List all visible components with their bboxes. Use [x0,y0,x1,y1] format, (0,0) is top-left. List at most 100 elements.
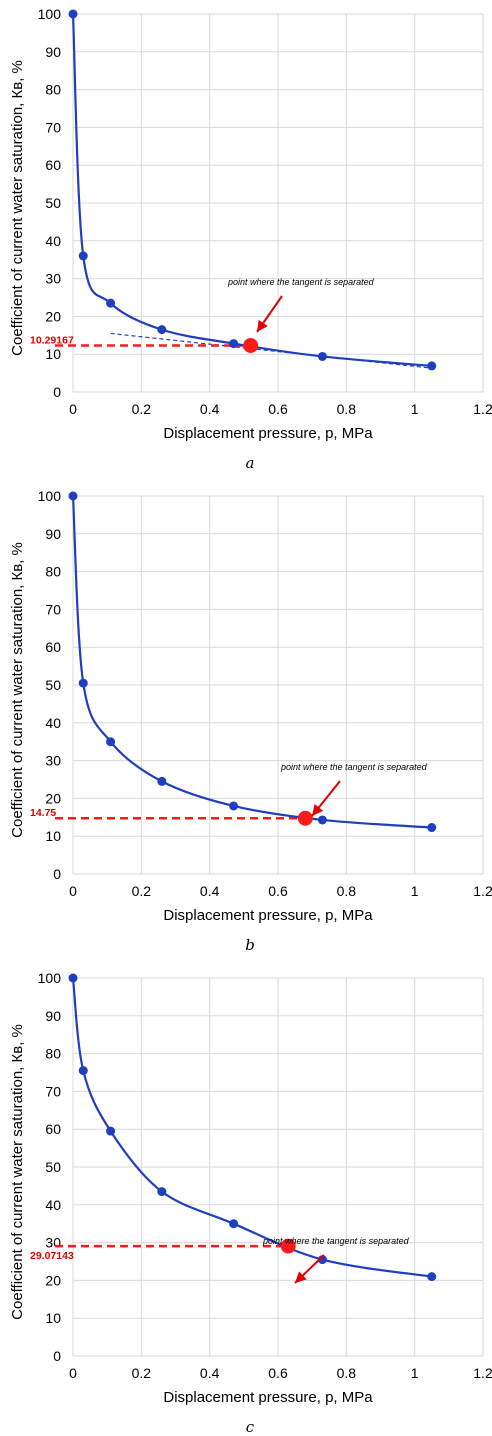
y-tick-label-c-3: 30 [45,1235,61,1251]
y-tick-label-a-0: 0 [53,384,61,400]
y-tick-label-b-9: 90 [45,526,61,542]
y-tick-label-b-6: 60 [45,639,61,655]
y-tick-label-b-3: 30 [45,753,61,769]
y-tick-label-b-2: 20 [45,790,61,806]
y-tick-label-b-7: 70 [45,601,61,617]
x-tick-label-c-1: 0.2 [132,1365,152,1381]
y-tick-label-b-0: 0 [53,866,61,882]
data-point-a-6 [427,361,437,371]
data-point-a-3 [157,325,167,335]
y-tick-label-c-4: 40 [45,1197,61,1213]
x-tick-label-b-5: 1 [411,883,419,899]
y-tick-label-c-1: 10 [45,1310,61,1326]
separation-point-a [243,338,259,354]
data-point-c-4 [229,1219,239,1229]
y-tick-label-a-10: 100 [38,6,62,22]
y-tick-label-b-1: 10 [45,828,61,844]
y-tick-label-a-6: 60 [45,157,61,173]
chart-panel-c: 0 10 20 30 40 50 60 70 80 90 100 0 0.2 0.4 0.6 0.8 1 1.2 D… [0,964,492,1434]
data-point-b-5 [317,815,327,825]
y-tick-label-a-1: 10 [45,346,61,362]
annotation-arrow-head-b [312,803,324,816]
y-tick-label-c-2: 20 [45,1272,61,1288]
x-tick-label-b-1: 0.2 [132,883,152,899]
x-tick-label-a-5: 1 [411,401,419,417]
x-tick-label-a-0: 0 [69,401,77,417]
series-line-a [71,13,432,368]
panel-caption-a: a [246,454,255,470]
x-tick-label-c-3: 0.6 [268,1365,288,1381]
x-axis-label-b: Displacement pressure, p, MPa [163,907,373,924]
data-point-a-2 [106,298,116,308]
x-tick-label-b-0: 0 [69,883,77,899]
data-point-c-1 [78,1066,88,1076]
y-tick-label-a-3: 30 [45,271,61,287]
y-tick-label-a-7: 70 [45,119,61,135]
panel-caption-b: b [245,936,255,952]
x-tick-label-a-4: 0.8 [337,401,357,417]
y-tick-label-b-8: 80 [45,564,61,580]
series-line-c [71,977,432,1278]
panel-caption-c: c [246,1418,255,1434]
x-tick-label-a-6: 1.2 [473,401,492,417]
data-point-a-0 [68,9,78,19]
data-point-a-4 [229,339,239,349]
data-point-b-0 [68,491,78,501]
data-point-c-2 [106,1126,116,1136]
x-tick-label-b-3: 0.6 [268,883,288,899]
separation-value-label-a: 10.29167 [30,335,74,347]
x-tick-label-b-4: 0.8 [337,883,357,899]
data-point-a-5 [317,351,327,361]
x-tick-label-c-0: 0 [69,1365,77,1381]
y-tick-label-b-5: 50 [45,677,61,693]
chart-c-svg: 0 10 20 30 40 50 60 70 80 90 100 0 0.2 0.4 0.6 0.8 1 1.2 D… [9,970,492,1434]
y-tick-label-c-5: 50 [45,1159,61,1175]
y-tick-label-c-6: 60 [45,1121,61,1137]
annotation-arrow-head-c [295,1271,307,1283]
x-tick-label-b-6: 1.2 [473,883,492,899]
y-tick-label-c-8: 80 [45,1046,61,1062]
annotation-text-a: point where the tangent is separated [227,277,375,287]
data-point-c-3 [157,1187,167,1197]
data-point-a-1 [78,251,88,261]
x-tick-label-c-5: 1 [411,1365,419,1381]
y-tick-label-a-4: 40 [45,233,61,249]
y-tick-label-a-5: 50 [45,195,61,211]
data-point-b-3 [157,776,167,786]
y-tick-label-c-0: 0 [53,1348,61,1364]
data-point-b-4 [229,801,239,811]
x-tick-label-c-6: 1.2 [473,1365,492,1381]
y-tick-label-c-7: 70 [45,1083,61,1099]
data-point-b-1 [78,678,88,688]
data-point-c-0 [68,973,78,983]
y-tick-label-a-8: 80 [45,82,61,98]
y-axis-label-a: Coefficient of current water saturation,… [9,60,26,356]
chart-a-svg: 0 10 20 30 40 50 60 70 80 90 100 0 0.2 0.4 0.6 0.8 1 1.2 D… [9,6,492,470]
chart-b-svg: 0 10 20 30 40 50 60 70 80 90 100 0 0.2 0.4 0.6 0.8 1 1.2 D… [9,488,492,952]
y-axis-label-b: Coefficient of current water saturation,… [9,542,26,838]
separation-value-label-b: 14.75 [30,807,56,819]
data-point-b-2 [106,737,116,747]
chart-panel-a: 0 10 20 30 40 50 60 70 80 90 100 0 0.2 0.4 0.6 0.8 1 1.2 D… [0,0,492,470]
y-tick-label-a-9: 90 [45,44,61,60]
separation-point-b [297,810,313,826]
y-tick-label-c-9: 90 [45,1008,61,1024]
y-tick-label-b-10: 100 [38,488,62,504]
x-tick-label-b-2: 0.4 [200,883,220,899]
separation-point-c [280,1238,296,1254]
annotation-text-b: point where the tangent is separated [280,762,428,772]
data-point-b-6 [427,823,437,833]
x-tick-label-a-1: 0.2 [132,401,152,417]
x-tick-label-a-2: 0.4 [200,401,220,417]
x-tick-label-c-2: 0.4 [200,1365,220,1381]
x-axis-label-a: Displacement pressure, p, MPa [163,425,373,442]
series-line-b [71,495,432,829]
y-tick-label-c-10: 100 [38,970,62,986]
chart-panel-b: 0 10 20 30 40 50 60 70 80 90 100 0 0.2 0.4 0.6 0.8 1 1.2 D… [0,482,492,952]
annotation-arrow-head-a [257,319,268,332]
x-axis-label-c: Displacement pressure, p, MPa [163,1389,373,1406]
data-point-c-6 [427,1272,437,1282]
x-tick-label-c-4: 0.8 [337,1365,357,1381]
x-tick-label-a-3: 0.6 [268,401,288,417]
